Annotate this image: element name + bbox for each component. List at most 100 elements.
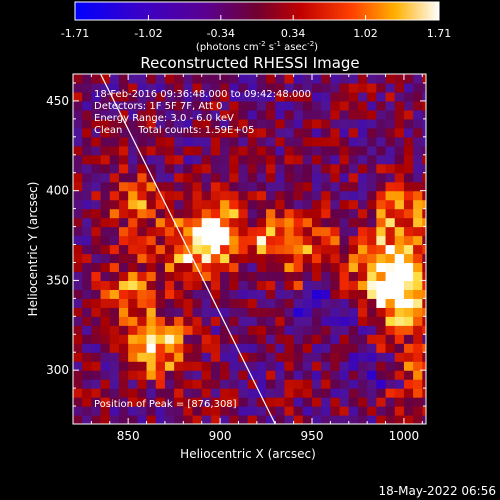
- heatmap-cell: [357, 181, 368, 192]
- heatmap-cell: [376, 127, 387, 138]
- heatmap-cell: [100, 172, 111, 183]
- heatmap-cell: [312, 262, 322, 273]
- heatmap-cell: [357, 127, 368, 138]
- heatmap-cell: [164, 199, 175, 210]
- heatmap-cell: [82, 235, 92, 246]
- chart-title: Reconstructed RHESSI Image: [140, 54, 359, 72]
- heatmap-cell: [312, 271, 322, 282]
- heatmap-cell: [247, 370, 258, 380]
- heatmap-cell: [321, 172, 331, 183]
- heatmap-cell: [385, 415, 396, 424]
- heatmap-cell: [146, 298, 157, 308]
- heatmap-cell: [422, 127, 426, 138]
- heatmap-cell: [210, 181, 221, 192]
- heatmap-cell: [164, 154, 175, 165]
- heatmap-cell: [100, 397, 111, 407]
- heatmap-cell: [376, 316, 387, 326]
- heatmap-cell: [376, 172, 387, 183]
- heatmap-cell: [210, 280, 221, 290]
- heatmap-cell: [164, 100, 175, 111]
- heatmap-cell: [403, 91, 414, 102]
- heatmap-cell: [376, 244, 387, 255]
- heatmap-cell: [284, 280, 295, 290]
- heatmap-cell: [128, 361, 138, 371]
- heatmap-cell: [164, 145, 175, 156]
- heatmap-cell: [348, 118, 359, 129]
- heatmap-cell: [348, 235, 359, 246]
- heatmap-cell: [201, 91, 212, 102]
- heatmap-cell: [73, 172, 83, 183]
- heatmap-cell: [118, 316, 129, 326]
- heatmap-cell: [100, 352, 111, 362]
- heatmap-cell: [348, 307, 359, 317]
- heatmap-cell: [266, 379, 276, 389]
- heatmap-cell: [321, 136, 331, 147]
- heatmap-cell: [220, 397, 230, 407]
- heatmap-cell: [284, 100, 295, 111]
- heatmap-cell: [367, 208, 377, 219]
- heatmap-cell: [266, 127, 276, 138]
- heatmap-cell: [192, 334, 203, 344]
- y-tick-label: 450: [46, 94, 69, 108]
- heatmap-cell: [229, 334, 240, 344]
- heatmap-cell: [376, 307, 387, 317]
- heatmap-cell: [385, 343, 396, 353]
- heatmap-cell: [413, 253, 423, 264]
- heatmap-cell: [238, 109, 249, 120]
- heatmap-cell: [220, 280, 230, 290]
- heatmap-cell: [73, 91, 83, 102]
- heatmap-cell: [413, 343, 423, 353]
- heatmap-cell: [321, 262, 331, 273]
- heatmap-cell: [367, 190, 377, 201]
- heatmap-cell: [367, 181, 377, 192]
- heatmap-cell: [238, 235, 249, 246]
- heatmap-cell: [330, 172, 341, 183]
- heatmap-cell: [312, 163, 322, 174]
- heatmap-cell: [91, 352, 102, 362]
- heatmap-cell: [91, 334, 102, 344]
- heatmap-cell: [275, 82, 286, 93]
- heatmap-cell: [394, 352, 405, 362]
- heatmap-cell: [174, 145, 184, 156]
- heatmap-cell: [357, 217, 368, 228]
- heatmap-cell: [422, 199, 426, 210]
- heatmap-cell: [275, 91, 286, 102]
- heatmap-cell: [146, 118, 157, 129]
- heatmap-cell: [330, 271, 341, 282]
- heatmap-cell: [164, 406, 175, 416]
- heatmap-cell: [155, 352, 166, 362]
- heatmap-cell: [164, 82, 175, 93]
- heatmap-cell: [348, 379, 359, 389]
- heatmap-cell: [146, 262, 157, 273]
- heatmap-cell: [293, 379, 304, 389]
- heatmap-cell: [394, 82, 405, 93]
- heatmap-cell: [266, 190, 276, 201]
- heatmap-cell: [376, 415, 387, 424]
- heatmap-cell: [109, 361, 120, 371]
- heatmap-cell: [293, 199, 304, 210]
- heatmap-cell: [155, 172, 166, 183]
- heatmap-cell: [413, 271, 423, 282]
- heatmap-cell: [100, 154, 111, 165]
- heatmap-cell: [348, 172, 359, 183]
- heatmap-cell: [293, 370, 304, 380]
- heatmap-cell: [357, 325, 368, 335]
- heatmap-cell: [348, 289, 359, 299]
- heatmap-cell: [330, 370, 341, 380]
- heatmap-cell: [376, 298, 387, 308]
- heatmap-cell: [146, 127, 157, 138]
- heatmap-cell: [394, 406, 405, 416]
- heatmap-cell: [174, 190, 184, 201]
- heatmap-cell: [82, 190, 92, 201]
- heatmap-cell: [229, 244, 240, 255]
- heatmap-cell: [385, 181, 396, 192]
- colorbar-tick-label: -1.71: [61, 27, 89, 40]
- heatmap-cell: [247, 91, 258, 102]
- heatmap-cell: [284, 262, 295, 273]
- heatmap-cell: [174, 109, 184, 120]
- heatmap-cell: [247, 361, 258, 371]
- heatmap-cell: [284, 334, 295, 344]
- heatmap-cell: [321, 109, 331, 120]
- heatmap-cell: [284, 352, 295, 362]
- heatmap-cell: [201, 163, 212, 174]
